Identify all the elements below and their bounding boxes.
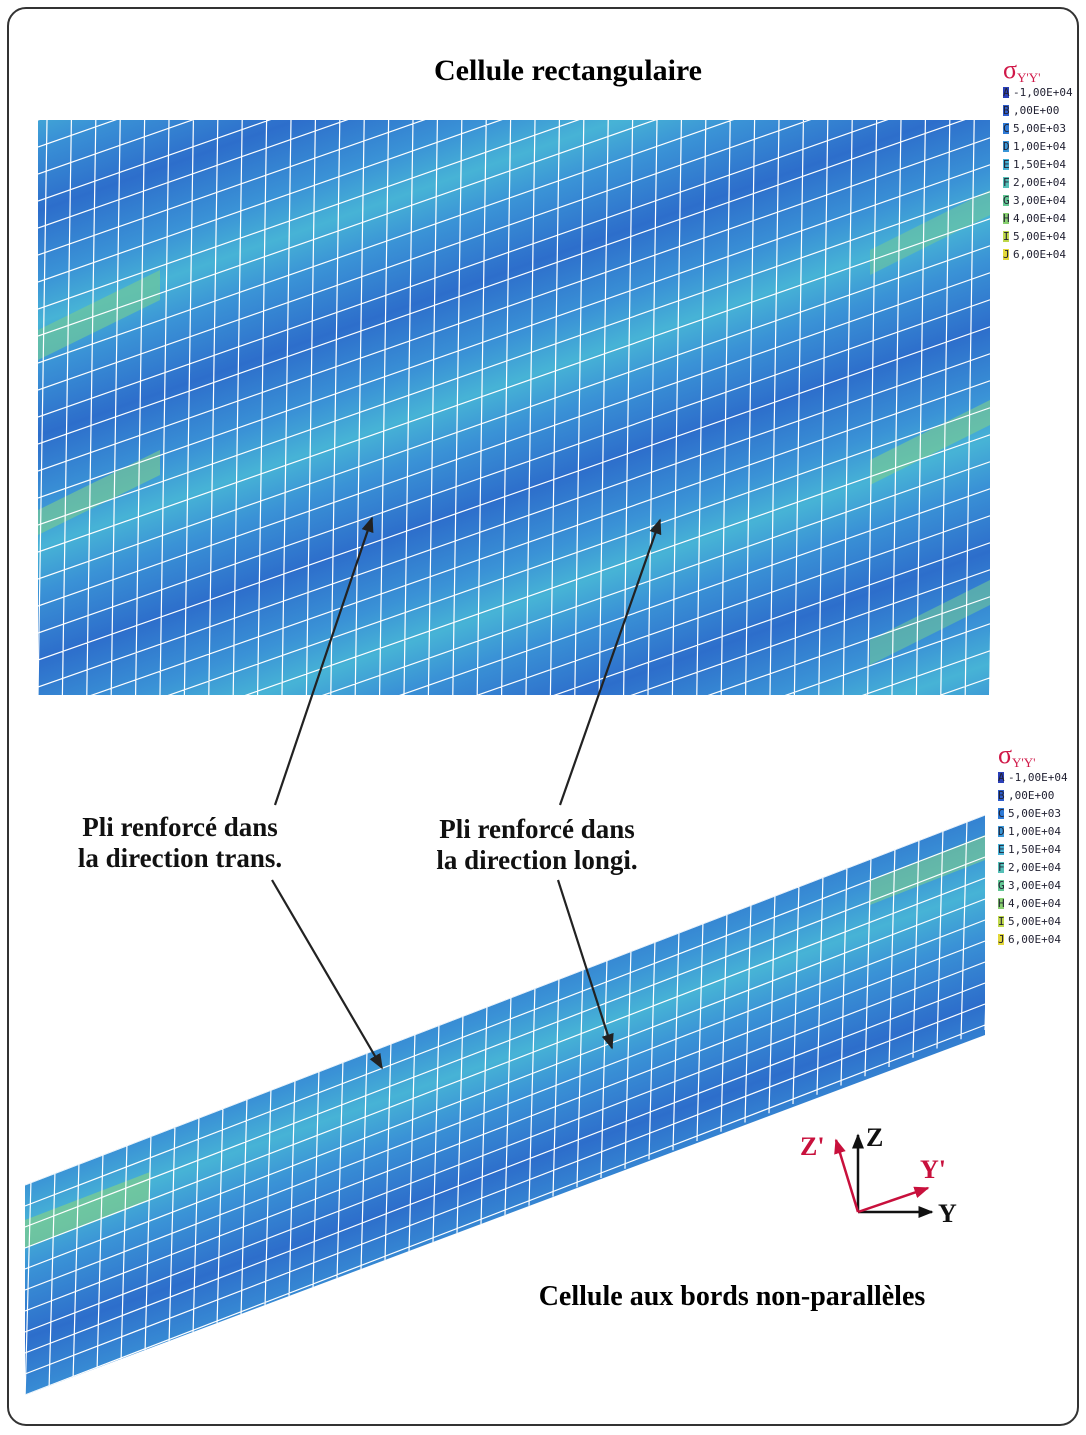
legend-value: 5,00E+03 — [1013, 122, 1066, 135]
legend-swatch — [1003, 177, 1009, 188]
legend-key: B — [998, 789, 1005, 802]
legend-swatch — [1003, 195, 1009, 206]
legend-value: 1,00E+04 — [1008, 825, 1061, 838]
legend-swatch — [1003, 159, 1009, 170]
legend-key: E — [1003, 158, 1010, 171]
legend-swatch — [998, 844, 1004, 855]
legend-key: I — [998, 915, 1005, 928]
legend-key: C — [998, 807, 1005, 820]
legend-key: G — [1003, 194, 1010, 207]
axis-label: Z' — [800, 1132, 825, 1161]
top-mesh — [38, 120, 990, 695]
panel-title: Cellule aux bords non-parallèles — [539, 1281, 926, 1312]
legend-value: 1,50E+04 — [1013, 158, 1066, 171]
legend-key: J — [998, 933, 1005, 946]
legend-key: F — [998, 861, 1005, 874]
frame — [7, 7, 1079, 1426]
legend-swatch — [998, 772, 1004, 783]
legend: σY'Y'A -1,00E+04B ,00E+00C 5,00E+03D 1,00E+0… — [1003, 55, 1073, 261]
legend-value: 5,00E+03 — [1008, 807, 1061, 820]
legend-swatch — [1003, 231, 1009, 242]
axis-label: Z — [866, 1123, 883, 1152]
legend-value: 4,00E+04 — [1013, 212, 1066, 225]
legend-swatch — [1003, 123, 1009, 134]
legend-value: 1,50E+04 — [1008, 843, 1061, 856]
legend-key: C — [1003, 122, 1010, 135]
legend-key: H — [998, 897, 1005, 910]
axes-triad: Z' Z Y' Y — [800, 1123, 957, 1228]
legend-key: D — [998, 825, 1005, 838]
legend-value: 2,00E+04 — [1008, 861, 1061, 874]
legend-key: J — [1003, 248, 1010, 261]
legend-key: A — [998, 771, 1005, 784]
legend-value: 3,00E+04 — [1013, 194, 1066, 207]
legend-swatch — [998, 826, 1004, 837]
legend-value: 6,00E+04 — [1013, 248, 1066, 261]
legend-key: I — [1003, 230, 1010, 243]
legend-swatch — [1003, 249, 1009, 260]
legend-value: -1,00E+04 — [1008, 771, 1068, 784]
legend-value: 2,00E+04 — [1013, 176, 1066, 189]
legend-value: ,00E+00 — [1013, 104, 1059, 117]
legend-value: -1,00E+04 — [1013, 86, 1073, 99]
panel-title: Cellule rectangulaire — [434, 54, 702, 87]
legend-value: 1,00E+04 — [1013, 140, 1066, 153]
annotation: la direction longi. — [436, 845, 637, 875]
annotation: Pli renforcé dans — [82, 812, 278, 842]
axis-label: Y' — [920, 1155, 946, 1184]
legend-swatch — [1003, 87, 1009, 98]
legend-swatch — [1003, 141, 1009, 152]
legend-key: E — [998, 843, 1005, 856]
legend-key: G — [998, 879, 1005, 892]
legend-swatch — [998, 808, 1004, 819]
legend-value: 4,00E+04 — [1008, 897, 1061, 910]
legend-key: A — [1003, 86, 1010, 99]
legend-swatch — [998, 862, 1004, 873]
legend-swatch — [1003, 213, 1009, 224]
legend-value: 6,00E+04 — [1008, 933, 1061, 946]
legend-title: σY'Y' — [1003, 55, 1040, 85]
legend-key: F — [1003, 176, 1010, 189]
legend-swatch — [1003, 105, 1009, 116]
annotation: Pli renforcé dans — [439, 814, 635, 844]
legend-key: B — [1003, 104, 1010, 117]
legend-value: 5,00E+04 — [1013, 230, 1066, 243]
axis-label: Y — [938, 1199, 957, 1228]
legend-key: D — [1003, 140, 1010, 153]
legend-value: ,00E+00 — [1008, 789, 1054, 802]
legend: σY'Y'A -1,00E+04B ,00E+00C 5,00E+03D 1,00E+0… — [998, 740, 1068, 946]
legend-swatch — [998, 916, 1004, 927]
legend-value: 5,00E+04 — [1008, 915, 1061, 928]
legend-title: σY'Y' — [998, 740, 1035, 770]
legend-value: 3,00E+04 — [1008, 879, 1061, 892]
legend-swatch — [998, 934, 1004, 945]
legend-swatch — [998, 898, 1004, 909]
legend-swatch — [998, 790, 1004, 801]
legend-swatch — [998, 880, 1004, 891]
annotation: la direction trans. — [78, 843, 282, 873]
legend-key: H — [1003, 212, 1010, 225]
